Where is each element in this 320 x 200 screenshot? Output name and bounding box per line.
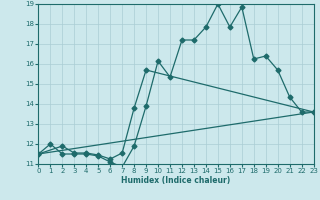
X-axis label: Humidex (Indice chaleur): Humidex (Indice chaleur) <box>121 176 231 185</box>
